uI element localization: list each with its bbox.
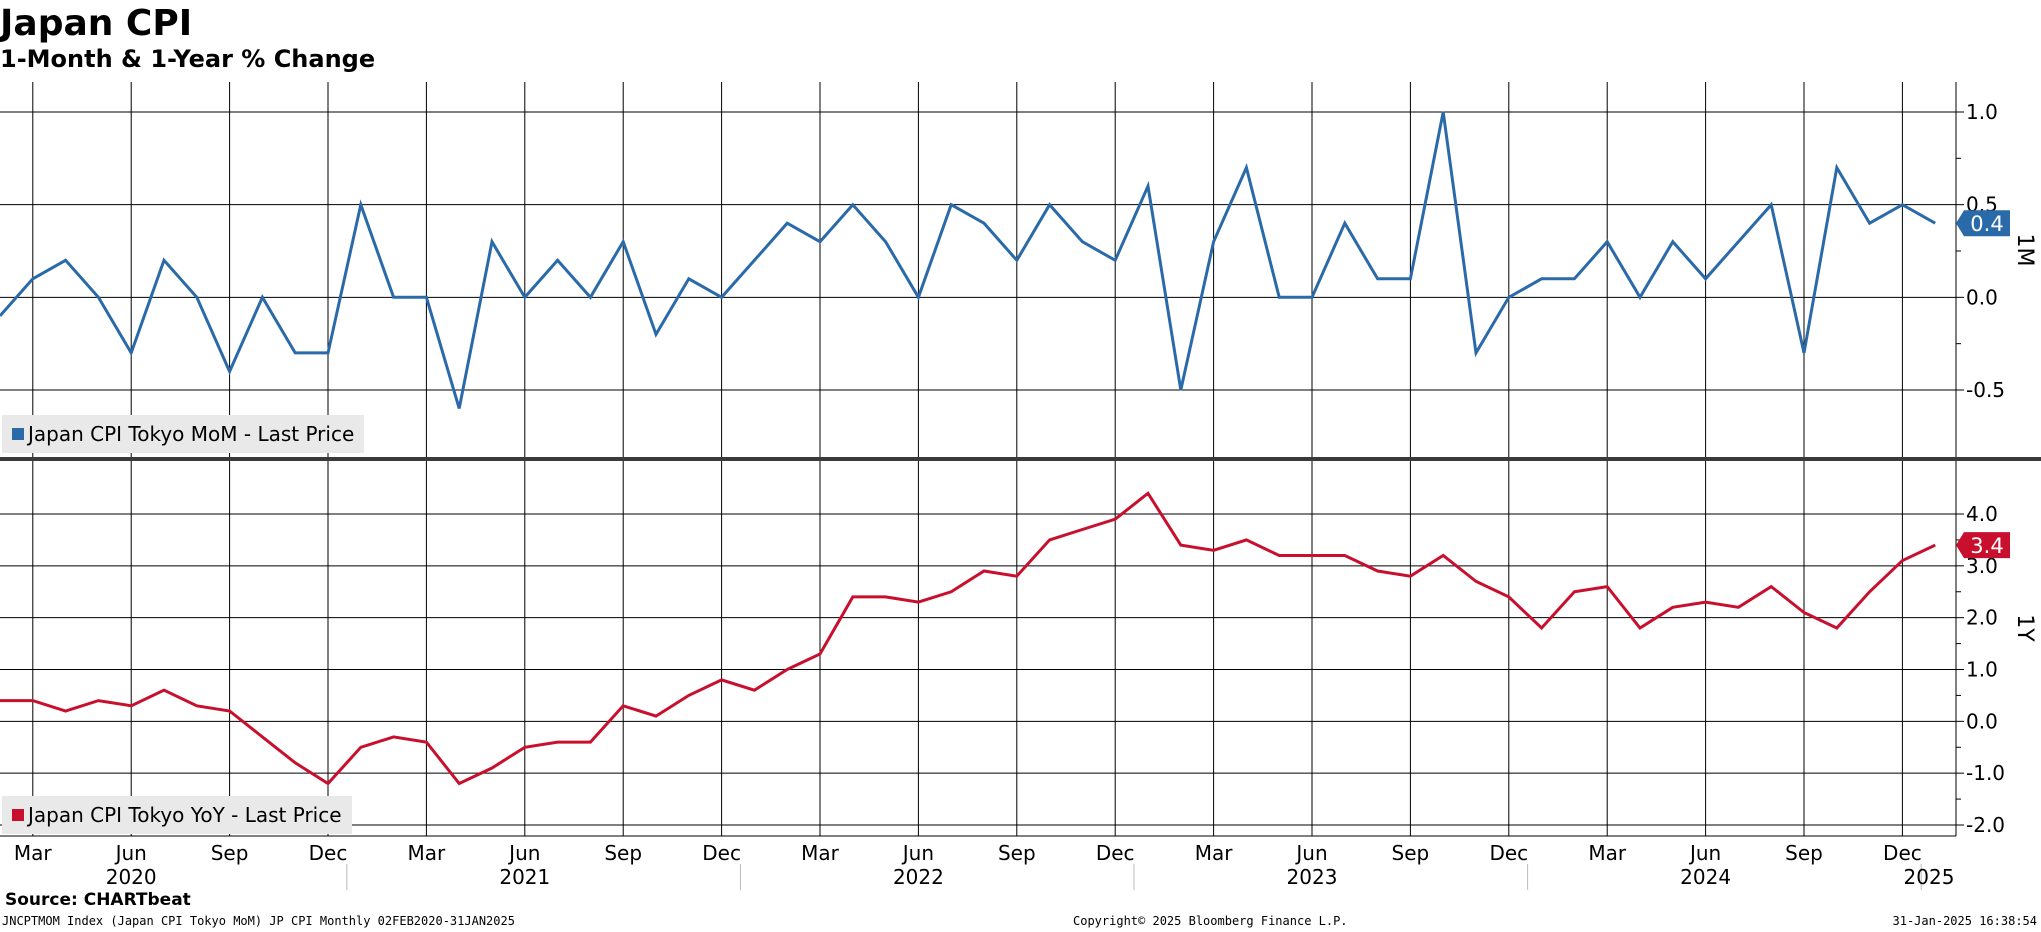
x-tick-label: Dec — [1489, 841, 1528, 865]
chart-subtitle: 1-Month & 1-Year % Change — [0, 45, 376, 73]
legend-yoy-label: Japan CPI Tokyo YoY - Last Price — [28, 803, 342, 827]
x-tick-label: Mar — [1588, 841, 1627, 865]
y-tick-label: 1.0 — [1966, 100, 1998, 124]
x-tick-label: Dec — [309, 841, 348, 865]
x-tick-label: Sep — [998, 841, 1036, 865]
y-tick-label: -2.0 — [1966, 813, 2005, 837]
x-tick-label: Sep — [604, 841, 642, 865]
x-tick-label: Jun — [507, 841, 540, 865]
x-year-label: 2020 — [106, 865, 157, 889]
x-year-label: 2025 — [1904, 865, 1955, 889]
legend-mom-swatch — [12, 428, 24, 440]
x-tick-label: Sep — [1785, 841, 1823, 865]
footer-ticker-info: JNCPTMOM Index (Japan CPI Tokyo MoM) JP … — [2, 914, 515, 928]
source-note: Source: CHARTbeat — [5, 890, 191, 910]
y-tick-label: -0.5 — [1966, 378, 2005, 402]
y-tick-label: 0.0 — [1966, 709, 1998, 733]
x-tick-label: Jun — [1688, 841, 1721, 865]
x-year-label: 2022 — [893, 865, 944, 889]
x-tick-label: Mar — [801, 841, 840, 865]
x-tick-label: Dec — [702, 841, 741, 865]
x-tick-label: Mar — [408, 841, 447, 865]
x-year-label: 2021 — [499, 865, 550, 889]
last-value-flag — [1956, 532, 2010, 559]
y-tick-label: 1.0 — [1966, 658, 1998, 682]
mom-series-line — [0, 111, 1936, 409]
x-year-label: 2024 — [1680, 865, 1731, 889]
legend-yoy: Japan CPI Tokyo YoY - Last Price — [2, 796, 352, 834]
last-value-label: 3.4 — [1970, 534, 2003, 558]
y-tick-label: 2.0 — [1966, 606, 1998, 630]
last-value-flag — [1956, 210, 2010, 237]
x-year-label: 2023 — [1287, 865, 1338, 889]
panel-axis-label: 1Y — [2012, 614, 2037, 642]
y-tick-label: 4.0 — [1966, 502, 1998, 526]
x-tick-label: Dec — [1883, 841, 1922, 865]
y-tick-label: 0.0 — [1966, 285, 1998, 309]
legend-mom: Japan CPI Tokyo MoM - Last Price — [2, 415, 365, 453]
chart-title: Japan CPI — [0, 3, 193, 44]
x-tick-label: Dec — [1096, 841, 1135, 865]
footer-copyright: Copyright© 2025 Bloomberg Finance L.P. — [1073, 914, 1348, 928]
legend-mom-label: Japan CPI Tokyo MoM - Last Price — [28, 422, 355, 446]
x-tick-label: Mar — [14, 841, 53, 865]
yoy-series-line — [0, 491, 1936, 786]
x-tick-label: Sep — [211, 841, 249, 865]
last-value-label: 0.4 — [1970, 212, 2003, 236]
x-tick-label: Sep — [1392, 841, 1430, 865]
panel-axis-label: 1M — [2012, 234, 2037, 267]
y-tick-label: -1.0 — [1966, 761, 2005, 785]
legend-yoy-swatch — [12, 809, 24, 821]
x-tick-label: Jun — [901, 841, 934, 865]
x-tick-label: Mar — [1195, 841, 1234, 865]
x-tick-label: Jun — [1294, 841, 1327, 865]
footer-timestamp: 31-Jan-2025 16:38:54 — [1892, 914, 2038, 928]
x-tick-label: Jun — [114, 841, 147, 865]
